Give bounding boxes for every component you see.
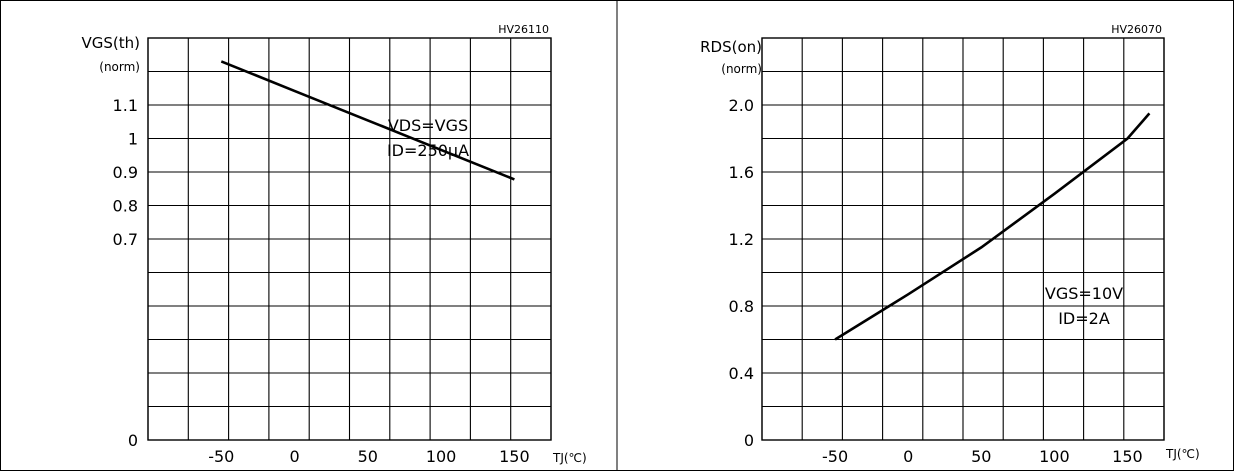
x-tick-label: 100	[1039, 447, 1070, 466]
y-axis-label: VGS(th)	[82, 34, 141, 52]
y-tick-label: 0.7	[113, 230, 138, 249]
condition-annotation: ID=250μA	[387, 141, 469, 160]
x-axis-label: TJ(℃)	[552, 451, 587, 465]
y-tick-label: 1.1	[113, 96, 138, 115]
plot-frame	[761, 37, 1165, 441]
y-axis-unit: (norm)	[99, 60, 140, 74]
plot-frame	[147, 37, 552, 441]
data-series-line	[220, 60, 515, 181]
y-axis-unit: (norm)	[721, 62, 762, 76]
y-axis-label: RDS(on)	[700, 38, 762, 56]
x-tick-label: 0	[903, 447, 913, 466]
x-tick-label: 50	[971, 447, 991, 466]
chart-panel-rds-on: HV26070 RDS(on) (norm) 0 0.4 0.8 1.2 1.6 2.0 -50 0…	[700, 23, 1200, 466]
condition-annotation: VGS=10V	[1045, 284, 1123, 303]
x-axis-label: TJ(℃)	[1165, 447, 1200, 461]
x-tick-label: -50	[822, 447, 848, 466]
y-tick-label: 2.0	[729, 96, 754, 115]
x-tick-label: 0	[289, 447, 299, 466]
y-tick-label: 1	[128, 130, 138, 149]
x-tick-label: 50	[358, 447, 378, 466]
figure-code-label: HV26110	[498, 23, 549, 36]
y-tick-label: 0.8	[113, 197, 138, 216]
y-tick-label: 0.9	[113, 163, 138, 182]
x-tick-label: 150	[1112, 447, 1143, 466]
chart-panel-vgs-th: HV26110 VGS(th) (norm) 0 0.7 0.8 0.9 1 1.1 -50 0 50…	[82, 23, 587, 466]
y-tick-label: 1.2	[729, 230, 754, 249]
y-tick-label: 0.8	[729, 297, 754, 316]
condition-annotation: ID=2A	[1058, 309, 1110, 328]
y-tick-label: 0	[744, 431, 754, 450]
figure-code-label: HV26070	[1111, 23, 1162, 36]
condition-annotation: VDS=VGS	[388, 116, 468, 135]
y-tick-label: 1.6	[729, 163, 754, 182]
x-tick-label: 150	[499, 447, 530, 466]
y-tick-label: 0.4	[729, 364, 754, 383]
y-tick-label: 0	[128, 431, 138, 450]
x-tick-label: 100	[426, 447, 457, 466]
data-series-line	[834, 112, 1151, 341]
x-tick-label: -50	[208, 447, 234, 466]
